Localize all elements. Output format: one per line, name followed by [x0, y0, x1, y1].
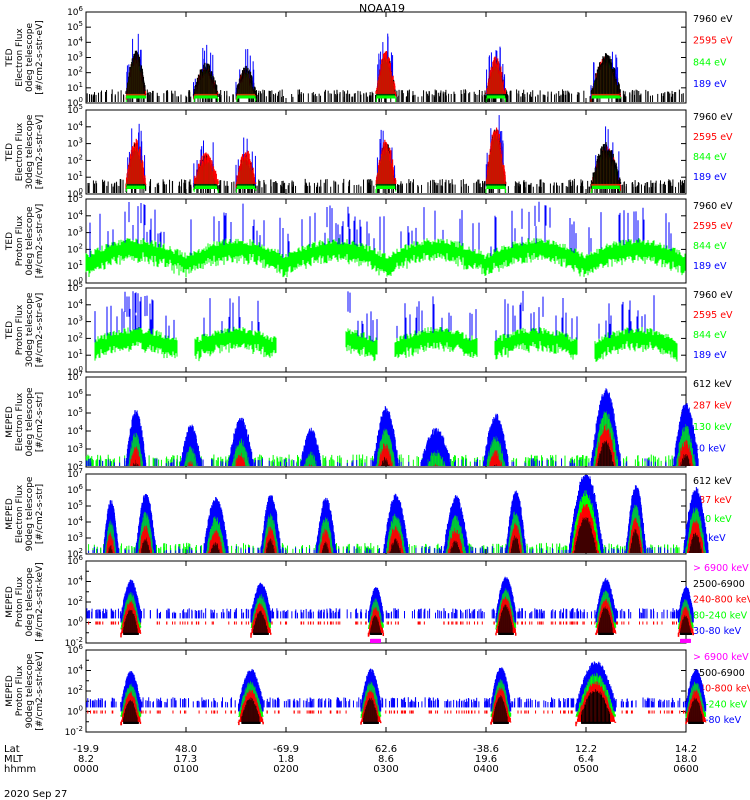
data-marks [87, 115, 685, 193]
y-tick-label: 105 [67, 281, 83, 294]
y-tick-label: 102 [67, 66, 83, 79]
legend-entry: 2595 eV [693, 132, 733, 143]
y-tick-label: 104 [67, 298, 83, 311]
panel-4: 100 101 102 103 104 105 TEDProton Flux30deg te… [5, 281, 733, 378]
panels: 100 101 102 103 104 105 106 TEDElectron Flux0de… [5, 5, 750, 738]
legend-entry: 844 eV [693, 152, 727, 163]
y-tick-label: 102 [67, 331, 83, 344]
y-tick-label: 101 [67, 259, 83, 272]
data-marks [94, 290, 678, 362]
y-tick-label: 101 [67, 170, 83, 183]
y-tick-label: 100 [67, 276, 83, 289]
legend-entry: 844 eV [693, 330, 727, 341]
y-tick-label: 105 [67, 20, 83, 33]
y-tick-label: 102 [67, 153, 83, 166]
y-tick-label: 104 [67, 209, 83, 222]
legend-entry: 844 eV [693, 241, 727, 252]
y-tick-label: 100 [67, 187, 83, 200]
legend-entry: 2595 eV [693, 36, 733, 47]
y-tick-label: 103 [67, 51, 83, 64]
legend-entry: 7960 eV [693, 112, 733, 123]
y-tick-label: 101 [67, 348, 83, 361]
y-axis-label: TEDElectron Flux30deg telescope[#/cm2-s-… [5, 114, 45, 189]
y-tick-label: 101 [67, 81, 83, 94]
y-tick-label: 103 [67, 226, 83, 239]
y-tick-label: 103 [67, 137, 83, 150]
data-marks [85, 201, 686, 278]
y-axis-label: TEDProton Flux30deg telescope[#/cm2-s-st… [5, 292, 45, 367]
legend-entry: 844 eV [693, 57, 727, 68]
legend-entry: 2595 eV [693, 310, 733, 321]
legend-entry: 7960 eV [693, 201, 733, 212]
legend-entry: 7960 eV [693, 14, 733, 25]
y-tick-label: 102 [67, 242, 83, 255]
y-tick-label: 100 [67, 96, 83, 109]
y-tick-label: 100 [67, 365, 83, 378]
panel-2: 100 101 102 103 104 105 TEDElectron Flux30deg … [5, 103, 733, 200]
legend-entry: 189 eV [693, 350, 727, 361]
y-tick-label: 104 [67, 35, 83, 48]
legend-entry: 189 eV [693, 172, 727, 183]
data-marks [86, 33, 684, 102]
y-tick-label: 106 [67, 5, 83, 18]
plot-title: NOAA19 [359, 2, 405, 15]
legend-entry: 189 eV [693, 79, 727, 90]
panel-1: 100 101 102 103 104 105 106 TEDElectron Flux0de… [5, 5, 733, 109]
y-axis-label: TEDProton Flux0deg telescope[#/cm2-s-str… [5, 204, 45, 279]
panel-3: 100 101 102 103 104 105 TEDProton Flux0deg tel… [5, 192, 733, 289]
y-axis-label: TEDElectron Flux0deg telescope[#/cm2-s-s… [5, 20, 45, 95]
y-tick-label: 105 [67, 192, 83, 205]
y-tick-label: 104 [67, 120, 83, 133]
legend-entry: 189 eV [693, 261, 727, 272]
y-tick-label: 103 [67, 315, 83, 328]
legend-entry: 2595 eV [693, 221, 733, 232]
legend-entry: 7960 eV [693, 290, 733, 301]
y-tick-label: 105 [67, 103, 83, 116]
